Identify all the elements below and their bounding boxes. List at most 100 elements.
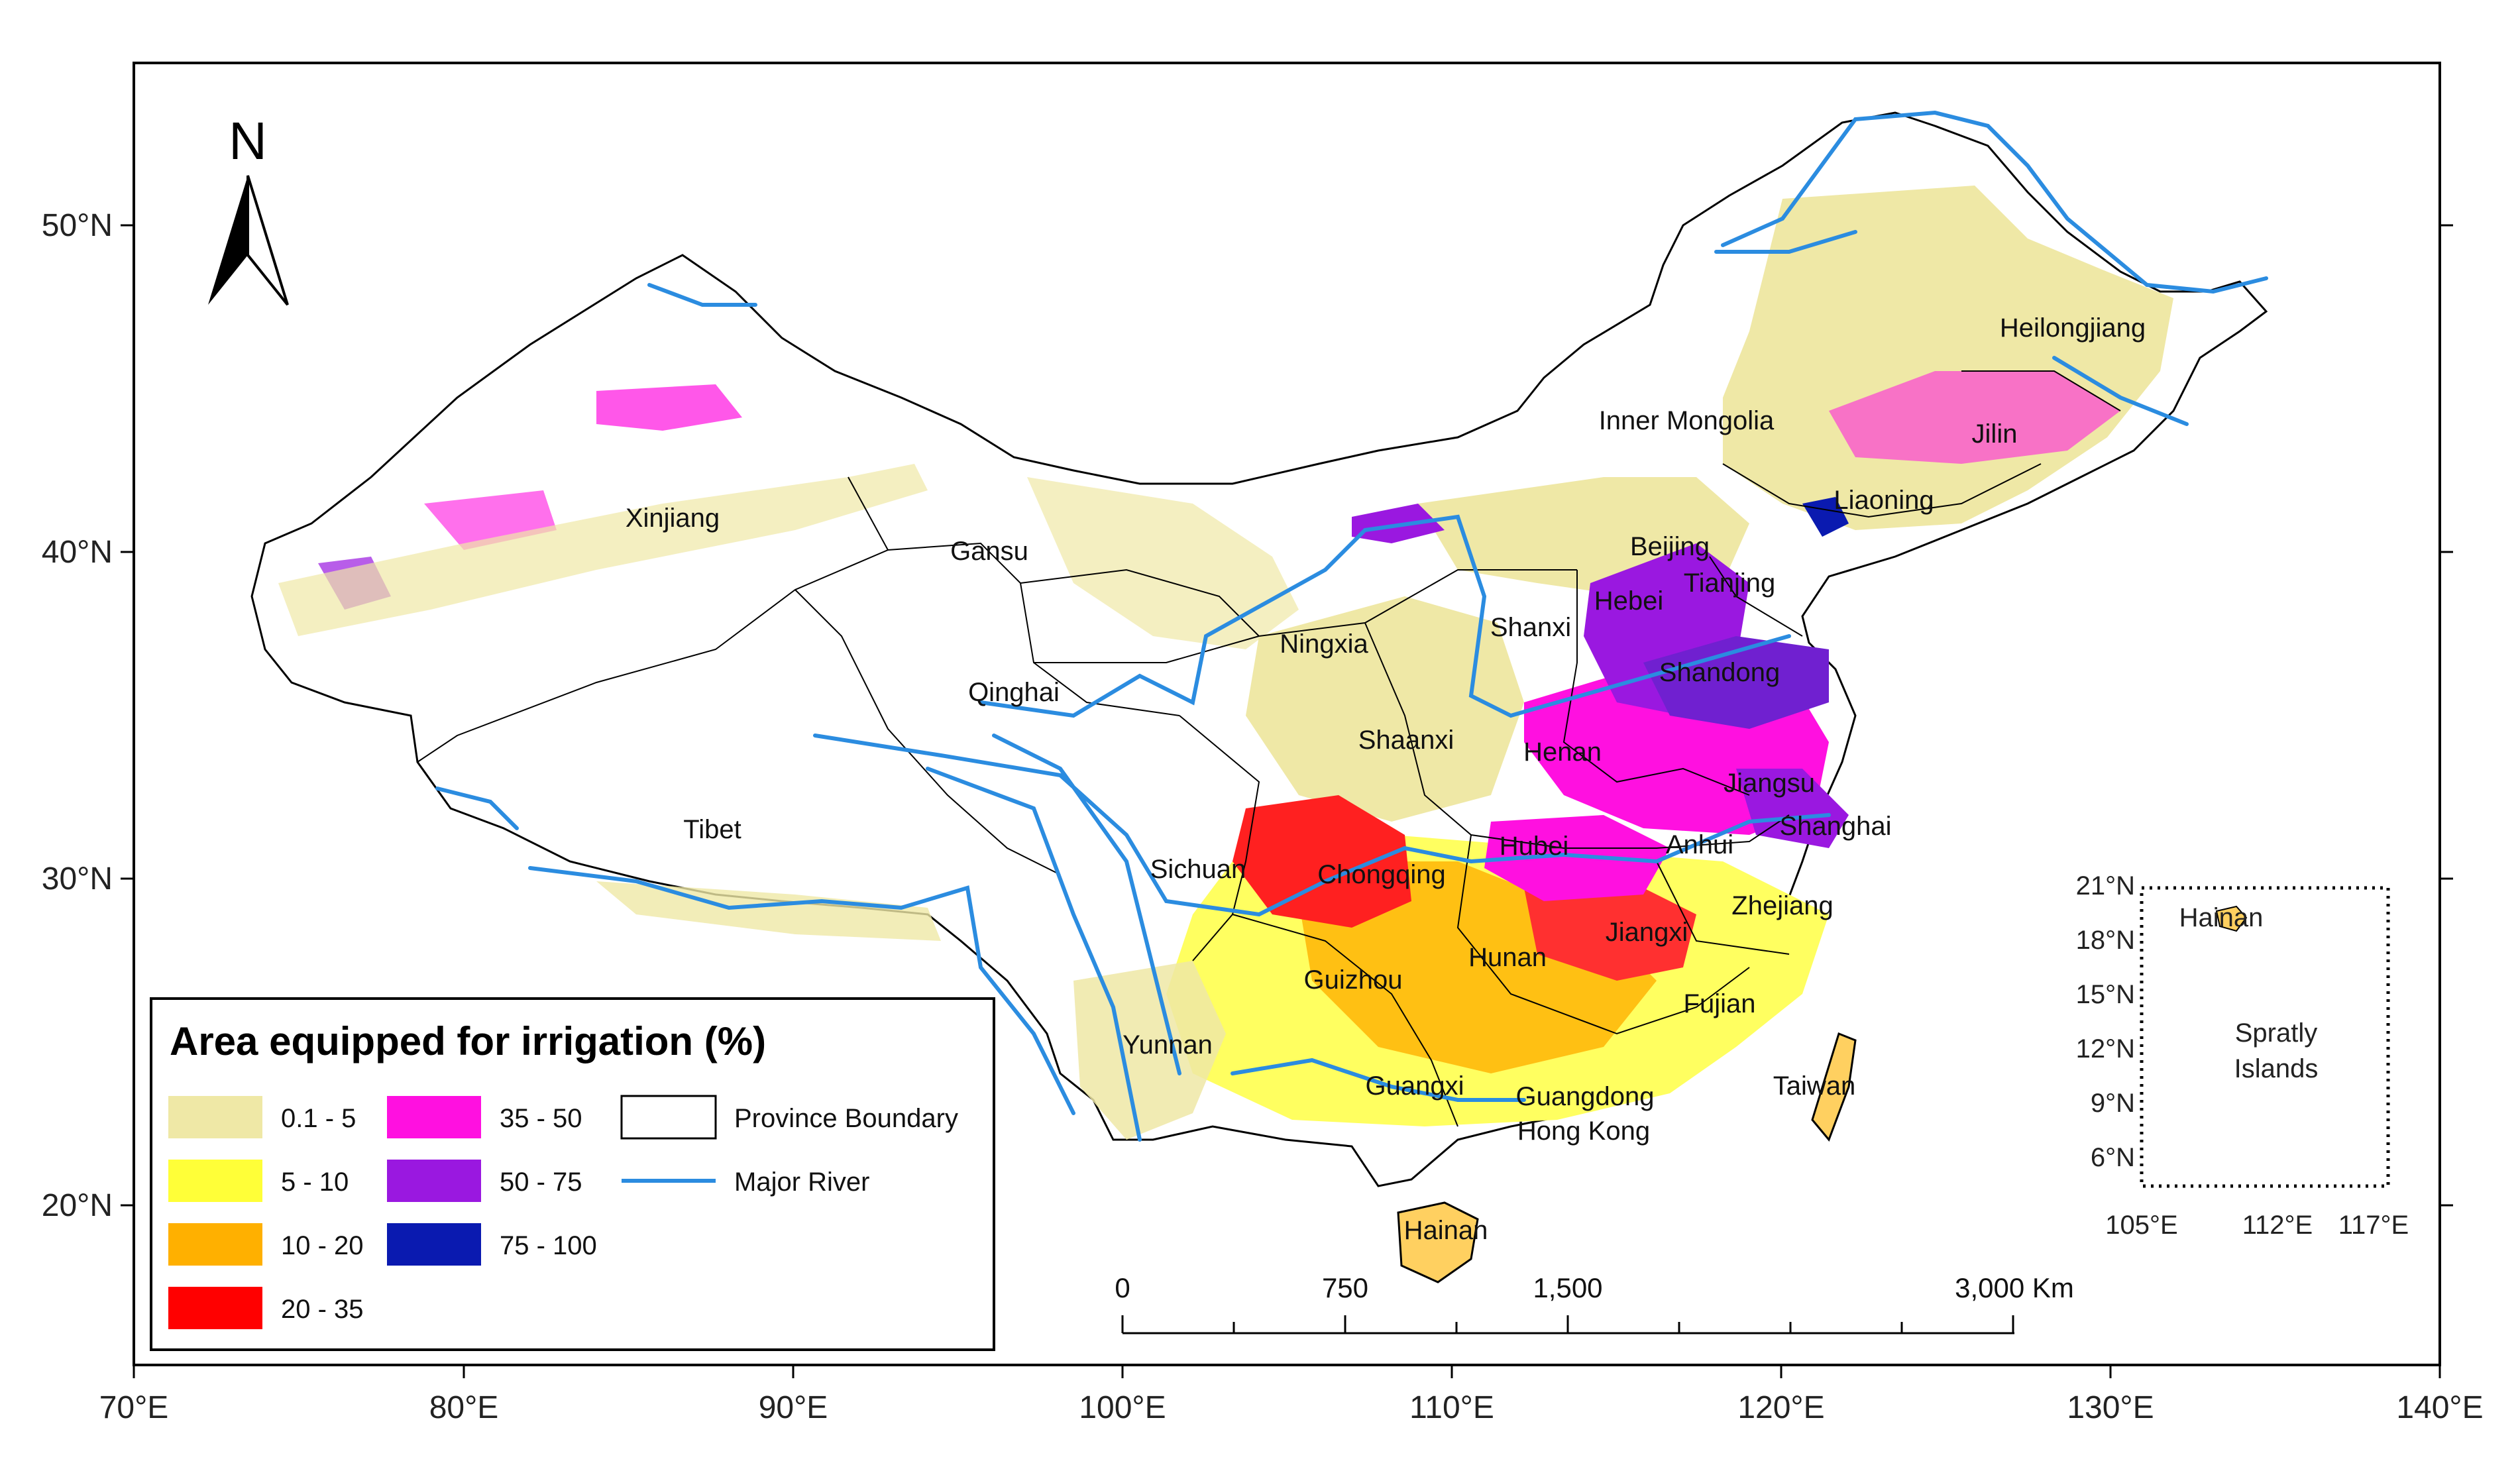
pearl-river xyxy=(1231,1058,1526,1102)
province-label: Hunan xyxy=(1468,943,1547,972)
scale-label: 750 xyxy=(1322,1272,1368,1303)
province-label: Anhui xyxy=(1666,830,1733,859)
province-label: Guangdong xyxy=(1515,1082,1654,1111)
xinjiang-river xyxy=(647,283,757,307)
scale-label: 0 xyxy=(1115,1272,1130,1303)
legend-label: Province Boundary xyxy=(734,1104,958,1133)
province-label: Zhejiang xyxy=(1731,891,1833,920)
province-boundaries xyxy=(417,370,2121,1127)
province-label: Jiangxi xyxy=(1606,918,1688,947)
north-label: N xyxy=(229,111,267,170)
region-purple-jiangsu xyxy=(1736,769,1849,848)
inset-lon-label: 112°E xyxy=(2242,1211,2313,1240)
legend-label: 10 - 20 xyxy=(281,1231,364,1260)
region-purple-shandong xyxy=(1643,636,1829,729)
lon-tick-label: 110°E xyxy=(1409,1390,1494,1425)
inset-hainan xyxy=(2215,905,2248,932)
amur-river xyxy=(1721,110,2268,294)
province-label: Shanxi xyxy=(1490,613,1571,642)
legend-swatch xyxy=(168,1287,262,1329)
province-label: Gansu xyxy=(950,537,1028,566)
inset-lon-label: 105°E xyxy=(2105,1211,2177,1240)
region-magenta-northeast xyxy=(1829,371,2120,464)
lon-tick-label: 70°E xyxy=(99,1390,169,1425)
legend-label: 5 - 10 xyxy=(281,1168,349,1197)
region-red-south-east xyxy=(1524,881,1696,981)
lon-axis: 70°E 80°E 90°E 100°E 110°E 120°E 130°E 1… xyxy=(99,1365,2484,1425)
province-label: Tibet xyxy=(683,815,741,844)
province-label: Heilongjiang xyxy=(2000,313,2146,343)
province-label: Tianjing xyxy=(1684,569,1776,598)
legend: Area equipped for irrigation (%) 0.1 - 5… xyxy=(150,997,995,1351)
major-rivers xyxy=(435,110,2268,1142)
province-label: Guizhou xyxy=(1304,965,1403,995)
inset-island-label: Islands xyxy=(2234,1054,2319,1083)
inset-lat-label: 9°N xyxy=(2091,1089,2135,1118)
province-label: Yunnan xyxy=(1123,1030,1213,1060)
region-red-sichuan xyxy=(1233,795,1411,928)
legend-swatch xyxy=(168,1096,262,1138)
province-label: Sichuan xyxy=(1150,855,1246,884)
yangtze-river xyxy=(813,734,1831,917)
province-label: Taiwan xyxy=(1773,1071,1856,1101)
inset-lon-label: 117°E xyxy=(2338,1211,2409,1240)
region-pale-xinjiang xyxy=(278,464,928,636)
legend-label: 75 - 100 xyxy=(500,1231,597,1260)
inset-frame xyxy=(2140,886,2390,1188)
province-labels: Xinjiang Gansu Qinghai Tibet Sichuan Yun… xyxy=(626,313,2146,1245)
province-label: Qinghai xyxy=(968,678,1060,707)
lat-tick-label: 40°N xyxy=(42,535,113,570)
legend-label: 35 - 50 xyxy=(500,1104,582,1133)
inset-lat-label: 12°N xyxy=(2076,1034,2135,1063)
legend-title: Area equipped for irrigation (%) xyxy=(170,1019,766,1063)
scale-bar: 0 750 1,500 3,000 Km xyxy=(1115,1272,2074,1335)
legend-swatch xyxy=(387,1160,481,1202)
scale-label: 3,000 Km xyxy=(1955,1272,2074,1303)
lon-tick-label: 80°E xyxy=(429,1390,499,1425)
region-blue-liaoning xyxy=(1802,497,1849,537)
province-label: Hainan xyxy=(1404,1216,1488,1245)
inset-map: 21°N 18°N 15°N 12°N 9°N 6°N 105°E 112°E … xyxy=(2076,871,2409,1240)
legend-swatch xyxy=(387,1223,481,1266)
irrigation-density-regions xyxy=(278,186,2173,1140)
province-label: Hebei xyxy=(1594,586,1664,616)
lon-tick-label: 100°E xyxy=(1079,1390,1166,1425)
scale-label: 1,500 xyxy=(1533,1272,1602,1303)
inset-lat-label: 21°N xyxy=(2076,871,2135,900)
province-label: Beijing xyxy=(1630,532,1710,561)
legend-label: 0.1 - 5 xyxy=(281,1104,356,1133)
lancang-river xyxy=(992,734,1181,1075)
province-label: Hong Kong xyxy=(1517,1117,1650,1146)
region-pale-gansu xyxy=(1027,477,1299,649)
province-label: Liaoning xyxy=(1834,486,1934,515)
nu-river xyxy=(926,767,1142,1142)
legend-label: 50 - 75 xyxy=(500,1168,582,1197)
legend-label: Major River xyxy=(734,1168,869,1197)
legend-swatch xyxy=(387,1096,481,1138)
lon-tick-label: 120°E xyxy=(1737,1390,1824,1425)
region-pale-shaanxi xyxy=(1246,596,1524,822)
lon-tick-label: 90°E xyxy=(759,1390,828,1425)
west-tibet-river xyxy=(435,787,519,830)
tibet-river xyxy=(528,866,1075,1115)
province-label: Hubei xyxy=(1500,832,1569,861)
inset-island-label: Hainan xyxy=(2179,903,2264,932)
region-magenta-hubei xyxy=(1484,815,1670,901)
province-label: Fujian xyxy=(1684,989,1756,1018)
taiwan-island xyxy=(1811,1032,1857,1142)
lon-tick-label: 140°E xyxy=(2396,1390,2483,1425)
lat-tick-label: 20°N xyxy=(42,1188,113,1223)
inset-island-label: Spratly xyxy=(2235,1018,2318,1048)
songhua-river xyxy=(1714,230,1857,254)
province-label: Shaanxi xyxy=(1358,726,1454,755)
heilongjiang-river-2 xyxy=(2052,356,2189,426)
province-label: Xinjiang xyxy=(626,504,720,533)
lat-tick-label: 30°N xyxy=(42,861,113,897)
province-label: Shandong xyxy=(1659,658,1780,687)
province-label: Jilin xyxy=(1972,419,2018,449)
hainan-island xyxy=(1397,1201,1479,1283)
legend-boundary-swatch xyxy=(620,1095,717,1140)
north-arrow: N xyxy=(208,111,289,306)
region-xinjiang-spots xyxy=(596,384,742,431)
